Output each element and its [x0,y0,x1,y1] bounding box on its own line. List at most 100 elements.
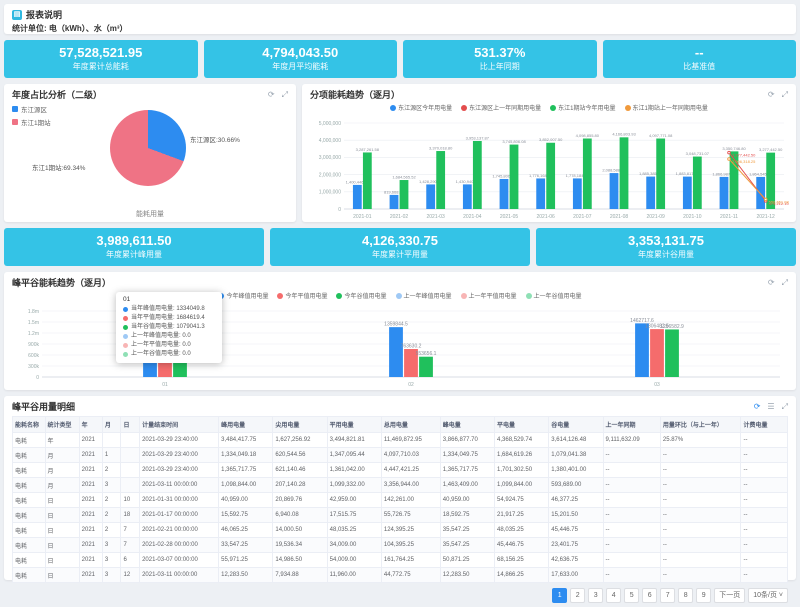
table-cell: -- [602,552,661,568]
table-cell: -- [659,567,742,583]
chart-legend-item[interactable]: 今年峰值用电量 [218,291,268,300]
svg-text:1296582.9: 1296582.9 [660,324,684,330]
fullscreen-icon[interactable]: ⤢ [281,89,288,99]
chart-legend-item[interactable]: 今年谷值用电量 [336,291,387,300]
tooltip-text: 上一年平值用电量: 0.0 [131,342,191,348]
column-header[interactable]: 用量环比（与上一年） [659,416,742,433]
chart-legend-item[interactable]: 东江1期站今年用电量 [550,103,616,112]
page-button[interactable]: 3 [588,588,604,603]
chart-legend-label: 今年谷值用电量 [344,294,387,300]
page-button[interactable]: 5 [624,588,640,603]
column-header[interactable]: 计费电量 [740,416,788,433]
table-cell: -- [602,537,661,553]
table-cell: 3,614,126.48 [548,432,604,448]
table-cell: 12,283.50 [439,567,496,583]
refresh-icon[interactable]: ⟳ [767,277,775,287]
tooltip-text: 当年平值用电量: 1684619.4 [131,315,205,321]
pie-legend-item[interactable]: 东江源区 [12,104,51,114]
table-cell: 40,959.00 [218,492,274,508]
chart-legend-label: 上一年平值用电量 [468,294,517,300]
fullscreen-icon[interactable]: ⤢ [781,277,788,287]
chart-legend-item[interactable]: 上一年谷值用电量 [525,291,582,300]
chart-legend-label: 东江源区上一年同期用电量 [469,106,542,112]
chart-legend-item[interactable]: 今年平值用电量 [277,291,327,300]
pie-legend-item[interactable]: 东江1期站 [12,117,51,127]
svg-text:1,885,385.75: 1,885,385.75 [639,171,663,176]
table-cell: -- [740,462,788,478]
table-cell: 12 [120,567,141,583]
page-button[interactable]: 6 [642,588,658,603]
column-header[interactable]: 尖用电量 [272,416,328,433]
table-cell: -- [602,507,661,523]
pie-chart[interactable] [110,110,186,186]
column-header[interactable]: 年 [78,416,103,433]
monthly-trend-chart[interactable]: 0 1,000,000 2,000,000 3,000,000 4,000,000 5,0… [302,113,792,221]
table-cell: -- [740,447,788,463]
column-header[interactable]: 统计类型 [44,416,80,433]
column-header[interactable]: 平电量 [494,416,550,433]
column-header[interactable]: 峰电量 [439,416,496,433]
table-cell [101,432,122,448]
chart-legend-item[interactable]: 东江源区上一年同期用电量 [461,103,541,112]
chart-legend-label: 上一年谷值用电量 [533,294,582,300]
page-button[interactable]: 2 [570,588,586,603]
column-header[interactable]: 日 [120,416,141,433]
svg-text:3,953,137.87: 3,953,137.87 [466,135,490,140]
next-page-button[interactable]: 下一页 [714,588,746,603]
svg-text:300k: 300k [28,364,39,370]
table-cell: 3 [101,567,122,583]
table-cell: 2 [101,507,122,523]
column-header[interactable]: 总用电量 [380,416,441,433]
chart-legend-label: 今年平值用电量 [285,294,328,300]
tooltip-dot-icon [123,352,128,357]
svg-text:2021-04: 2021-04 [463,214,482,220]
column-header[interactable]: 谷电量 [548,416,604,433]
chart-legend-item[interactable]: 上一年平值用电量 [460,291,517,300]
table-cell: 10 [120,492,141,508]
table-cell: 电耗 [12,447,46,463]
table-cell [120,447,141,463]
fullscreen-icon[interactable]: ⤢ [781,89,788,99]
table-cell: 55,726.75 [380,507,441,523]
table-cell: 11,469,872.95 [380,432,441,448]
page-button[interactable]: 1 [552,588,568,603]
table-cell: 68,156.25 [494,552,550,568]
table-cell: 20,869.76 [272,492,328,508]
refresh-icon[interactable]: ⟳ [767,89,775,99]
table-row: 电耗月 2021 2 2021-03-29 23:40:00 1,365,717.75 6… [12,462,788,478]
page-button[interactable]: 4 [606,588,622,603]
fullscreen-icon[interactable]: ⤢ [781,401,788,411]
table-cell: 35,547.25 [439,537,496,553]
table-cell: 46,377.25 [548,492,604,508]
kpi-peak-total: 3,989,611.50 年度累计峰用量 [4,228,264,266]
table-cell: 2021 [78,507,103,523]
table-cell: 45,446.75 [548,522,604,538]
monthly-trend-title: 分项能耗趋势（逐月） [310,90,401,100]
kpi-vs-last-year: 531.37% 比上年同期 [403,40,597,78]
chart-legend-label: 今年峰值用电量 [226,294,269,300]
table-cell: 54,924.75 [494,492,550,508]
table-cell: 9,111,632.09 [602,432,661,448]
chart-tooltip: 01 当年峰值用电量: 1334049.8 当年平值用电量: 1684619.4 当… [116,292,222,363]
column-header[interactable]: 平用电量 [326,416,382,433]
column-header[interactable]: 峰用电量 [218,416,274,433]
tooltip-text: 当年谷值用电量: 1079041.3 [131,324,205,330]
chart-legend-item[interactable]: 上一年峰值用电量 [395,291,452,300]
refresh-icon[interactable]: ⟳ [753,401,761,411]
svg-text:3,277,442.50: 3,277,442.50 [732,153,756,158]
page-button[interactable]: 8 [678,588,694,603]
chart-legend-item[interactable]: 东江1期站上一年同期用电量 [624,103,708,112]
page-button[interactable]: 7 [660,588,676,603]
tooltip-dot-icon [123,316,128,321]
column-header[interactable]: 能耗名称 [12,416,46,433]
column-header[interactable]: 月 [101,416,122,433]
table-cell: 1,099,332.00 [326,477,382,493]
page-size-select[interactable]: 10条/页 ˅ [748,588,788,603]
table-cell: -- [602,462,661,478]
refresh-icon[interactable]: ⟳ [267,89,275,99]
chart-legend-item[interactable]: 东江源区今年用电量 [390,103,452,112]
columns-icon[interactable]: ☰ [767,401,775,411]
page-button[interactable]: 9 [696,588,712,603]
column-header[interactable]: 计量结束时间 [139,416,220,433]
column-header[interactable]: 上一年同期 [602,416,661,433]
